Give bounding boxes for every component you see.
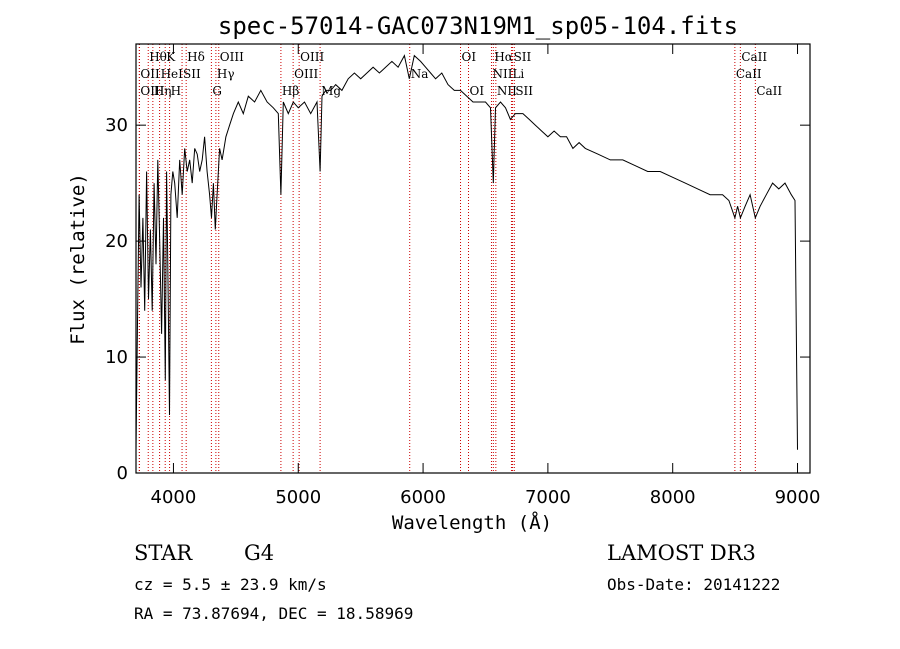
survey-label: LAMOST DR3 [607, 541, 756, 565]
plot-frame [135, 43, 811, 474]
object-subclass: G4 [244, 541, 274, 565]
line-marker-label: OII [140, 67, 160, 81]
y-tick-label: 10 [105, 347, 128, 368]
line-marker-label: OIII [220, 50, 244, 64]
line-marker-label: SII [514, 50, 532, 64]
line-marker-label: NII [497, 84, 517, 98]
line-marker-label: H [171, 84, 181, 98]
obs-date-text: Obs-Date: 20141222 [607, 575, 780, 594]
x-tick-label: 8000 [650, 487, 696, 508]
x-tick-label: 5000 [275, 487, 321, 508]
y-tick-label: 20 [105, 231, 128, 252]
line-marker-label: CaII [736, 67, 762, 81]
chart-title: spec-57014-GAC073N19M1_sp05-104.fits [218, 12, 738, 40]
line-marker-label: Hγ [217, 67, 235, 81]
x-tick-label: 6000 [400, 487, 446, 508]
line-marker-label: OI [462, 50, 477, 64]
x-axis-ticks: 4000 5000 6000 7000 8000 9000 [151, 44, 821, 508]
object-class: STAR [134, 541, 193, 565]
line-marker-label: Li [512, 67, 524, 81]
coordinates-text: RA = 73.87694, DEC = 18.58969 [134, 604, 413, 623]
line-marker-label: Hδ [187, 50, 205, 64]
line-marker-label: Na [411, 67, 429, 81]
spectrum-line [135, 54, 798, 450]
line-marker-label: CaII [756, 84, 782, 98]
line-marker-label: SII [515, 84, 533, 98]
line-marker-label: K [166, 50, 176, 64]
y-axis-label: Flux (relative) [67, 173, 89, 345]
line-marker-layer [138, 44, 756, 473]
line-marker-label: OIII [140, 84, 164, 98]
line-marker-label: Hβ [282, 84, 299, 98]
line-marker-label: OIII [300, 50, 324, 64]
y-tick-label: 0 [117, 463, 128, 484]
x-tick-label: 4000 [151, 487, 197, 508]
line-marker-label: SII [183, 67, 201, 81]
line-marker-label: NII [492, 67, 512, 81]
line-marker-label: Hα [494, 50, 513, 64]
y-tick-label: 30 [105, 115, 128, 136]
line-marker-label: CaII [741, 50, 767, 64]
line-marker-label: OIII [294, 67, 318, 81]
x-axis-label: Wavelength (Å) [392, 511, 552, 534]
y-axis-ticks: 0 10 20 30 [105, 115, 810, 484]
x-tick-label: 9000 [775, 487, 821, 508]
x-tick-label: 7000 [525, 487, 571, 508]
line-marker-label: HeI [161, 67, 184, 81]
line-marker-label: Hθ [149, 50, 167, 64]
line-marker-label: Hη [154, 84, 172, 98]
line-marker-label: G [212, 84, 222, 98]
line-marker-label: OI [470, 84, 485, 98]
redshift-text: cz = 5.5 ± 23.9 km/s [134, 575, 327, 594]
line-marker-label: Mg [321, 84, 341, 98]
